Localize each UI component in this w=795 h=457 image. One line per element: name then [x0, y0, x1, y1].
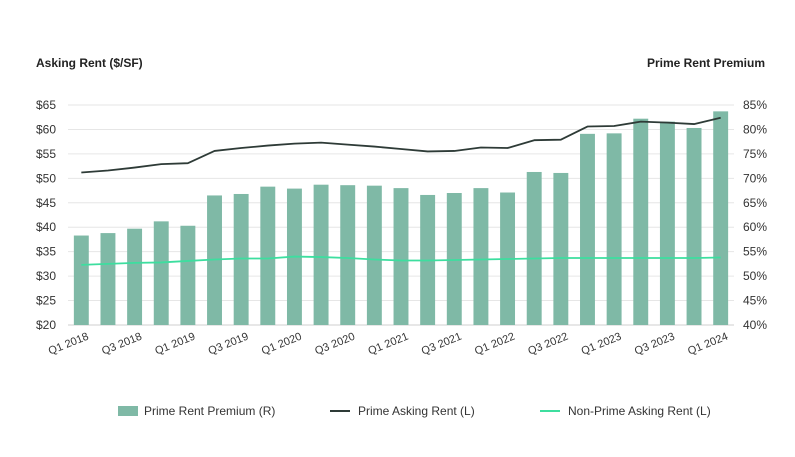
bar	[686, 127, 702, 325]
left-tick-label: $20	[36, 318, 56, 332]
bar	[180, 225, 196, 325]
legend-swatch-bar	[118, 406, 138, 416]
bar	[526, 171, 542, 325]
right-tick-label: 40%	[743, 318, 767, 332]
left-tick-label: $30	[36, 269, 56, 283]
line-layer	[81, 116, 721, 266]
legend-label-nonprime: Non-Prime Asking Rent (L)	[568, 404, 711, 418]
bar	[153, 221, 169, 325]
left-tick-label: $60	[36, 122, 56, 136]
left-tick-label: $45	[36, 196, 56, 210]
bar	[393, 188, 409, 325]
legend-label-bar: Prime Rent Premium (R)	[144, 404, 276, 418]
x-tick-label: Q3 2021	[420, 331, 464, 358]
legend-label-prime: Prime Asking Rent (L)	[358, 404, 475, 418]
bar	[313, 184, 329, 325]
right-tick-label: 80%	[743, 122, 767, 136]
left-tick-label: $25	[36, 294, 56, 308]
right-tick-label: 65%	[743, 196, 767, 210]
right-tick-label: 50%	[743, 269, 767, 283]
right-tick-label: 70%	[743, 171, 767, 185]
x-tick-label: Q3 2020	[313, 331, 357, 358]
bar	[473, 188, 489, 325]
x-tick-label: Q1 2023	[580, 331, 624, 358]
x-tick-label: Q1 2022	[473, 331, 517, 358]
legend-swatch-nonprime	[540, 410, 560, 412]
x-tick-label: Q1 2018	[47, 331, 91, 358]
x-tick-label: Q1 2020	[260, 331, 304, 358]
bar	[606, 133, 622, 325]
legend: Prime Rent Premium (R) Prime Asking Rent…	[0, 404, 795, 422]
bar	[713, 111, 729, 325]
x-tick-label: Q1 2019	[153, 331, 197, 358]
bar	[73, 235, 89, 325]
bar	[633, 118, 649, 325]
left-axis-title: Asking Rent ($/SF)	[36, 56, 143, 70]
x-tick-label: Q1 2024	[686, 331, 730, 358]
left-tick-label: $35	[36, 245, 56, 259]
bar	[260, 186, 276, 325]
bar	[233, 193, 249, 325]
non-prime-asking-rent-line	[81, 255, 721, 266]
x-tick-label: Q3 2022	[526, 331, 570, 358]
bar	[580, 133, 595, 325]
left-tick-label: $55	[36, 147, 56, 161]
legend-swatch-prime	[330, 410, 350, 412]
left-tick-label: $65	[36, 98, 56, 112]
bar	[446, 193, 462, 325]
bar	[553, 172, 569, 325]
legend-item-bar: Prime Rent Premium (R)	[118, 404, 275, 418]
x-tick-label: Q3 2018	[100, 331, 144, 358]
legend-item-prime: Prime Asking Rent (L)	[330, 404, 475, 418]
right-tick-label: 85%	[743, 98, 767, 112]
left-tick-label: $40	[36, 220, 56, 234]
right-tick-label: 60%	[743, 220, 767, 234]
bar	[100, 233, 116, 325]
legend-item-nonprime: Non-Prime Asking Rent (L)	[540, 404, 711, 418]
right-tick-label: 75%	[743, 147, 767, 161]
bar-layer	[73, 111, 729, 325]
bar	[659, 121, 675, 325]
left-tick-label: $50	[36, 171, 56, 185]
right-axis-title: Prime Rent Premium	[646, 56, 765, 70]
right-tick-label: 55%	[743, 245, 767, 259]
x-tick-label: Q1 2021	[366, 331, 410, 358]
bar	[127, 228, 143, 325]
x-tick-label: Q3 2019	[207, 331, 251, 358]
x-tick-label: Q3 2023	[633, 331, 677, 358]
bar	[366, 185, 382, 325]
bar	[340, 185, 356, 325]
prime-asking-rent-line	[81, 116, 721, 174]
right-tick-label: 45%	[743, 294, 767, 308]
